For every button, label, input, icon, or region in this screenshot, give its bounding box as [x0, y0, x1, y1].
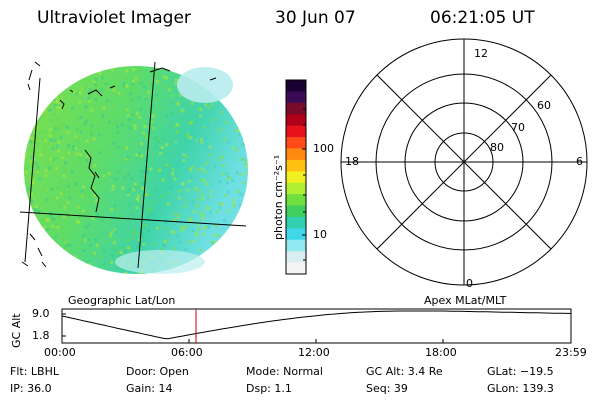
altitude-tick-high: 9.0 [32, 307, 50, 320]
mlat-label-60: 60 [537, 99, 551, 112]
mlat-label-70: 70 [511, 121, 525, 134]
colorbar-segment [286, 194, 306, 207]
glon-readout: GLon: 139.3 [487, 382, 554, 395]
colorbar-segment [286, 251, 306, 264]
colorbar-segment [286, 125, 306, 138]
altitude-curve [61, 310, 572, 340]
colorbar-tick-10: 10 [313, 228, 327, 241]
colorbar-segment [286, 102, 306, 115]
mode-readout: Mode: Normal [246, 365, 323, 378]
instrument-title: Ultraviolet Imager [37, 8, 191, 28]
ip-readout: IP: 36.0 [10, 382, 52, 395]
gc-alt-readout: GC Alt: 3.4 Re [366, 365, 443, 378]
colorbar-segment [286, 216, 306, 229]
altitude-plot [61, 308, 572, 344]
colorbar-segment [286, 80, 306, 92]
colorbar-segment [286, 228, 306, 241]
mlt-label-18: 18 [345, 155, 359, 168]
colorbar-segment [286, 205, 306, 218]
colorbar-segment [286, 159, 306, 172]
observation-date: 30 Jun 07 [275, 8, 356, 28]
colorbar-segment [286, 137, 306, 149]
colorbar-segment [286, 239, 306, 252]
mlt-label-12: 12 [474, 47, 488, 60]
altitude-axis-label: GC Alt [10, 313, 23, 348]
geographic-label: Geographic Lat/Lon [68, 294, 176, 307]
glat-readout: GLat: −19.5 [487, 365, 554, 378]
colorbar-segment [286, 91, 306, 104]
coastline-outlines [21, 61, 217, 268]
apex-label: Apex MLat/MLT [424, 294, 507, 307]
time-tick-2359: 23:59 [555, 346, 587, 359]
mlt-label-6: 6 [576, 155, 583, 168]
geographic-grid [19, 61, 247, 269]
colorbar-segment [286, 114, 306, 127]
colorbar-segment [286, 148, 306, 161]
filter-readout: Flt: LBHL [10, 365, 59, 378]
colorbar-unit-label: photon cm⁻²s⁻¹ [272, 154, 285, 240]
time-tick-0600: 06:00 [171, 346, 203, 359]
colorbar [285, 79, 307, 275]
colorbar-segment [286, 182, 306, 195]
altitude-tick-low: 1.8 [32, 329, 50, 342]
time-tick-1800: 18:00 [425, 346, 457, 359]
colorbar-segment [286, 262, 306, 275]
colorbar-tick-100: 100 [313, 142, 334, 155]
colorbar-segment [286, 171, 306, 184]
seq-readout: Seq: 39 [366, 382, 408, 395]
door-readout: Door: Open [126, 365, 189, 378]
observation-time: 06:21:05 UT [430, 8, 535, 28]
polar-grid [340, 38, 588, 286]
time-tick-1200: 12:00 [298, 346, 330, 359]
colorbar-segments [286, 80, 306, 275]
dsp-readout: Dsp: 1.1 [246, 382, 292, 395]
time-tick-0000: 00:00 [44, 346, 76, 359]
mlt-label-0: 0 [466, 277, 473, 290]
uvi-disk-image [24, 66, 248, 274]
mlat-label-80: 80 [490, 141, 504, 154]
gain-readout: Gain: 14 [126, 382, 173, 395]
altitude-x-ticks [61, 339, 572, 343]
